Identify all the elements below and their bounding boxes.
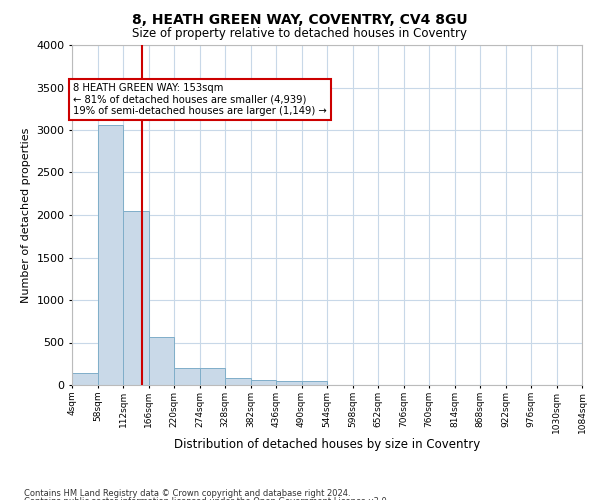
Bar <box>149 338 174 385</box>
Bar <box>251 380 276 385</box>
Bar <box>72 373 97 385</box>
Bar <box>225 378 251 385</box>
Bar <box>276 381 302 385</box>
X-axis label: Distribution of detached houses by size in Coventry: Distribution of detached houses by size … <box>174 438 480 451</box>
Text: Size of property relative to detached houses in Coventry: Size of property relative to detached ho… <box>133 28 467 40</box>
Text: 8 HEATH GREEN WAY: 153sqm
← 81% of detached houses are smaller (4,939)
19% of se: 8 HEATH GREEN WAY: 153sqm ← 81% of detac… <box>73 83 326 116</box>
Bar <box>97 125 123 385</box>
Bar <box>200 368 225 385</box>
Bar <box>123 211 149 385</box>
Text: 8, HEATH GREEN WAY, COVENTRY, CV4 8GU: 8, HEATH GREEN WAY, COVENTRY, CV4 8GU <box>132 12 468 26</box>
Y-axis label: Number of detached properties: Number of detached properties <box>20 128 31 302</box>
Text: Contains HM Land Registry data © Crown copyright and database right 2024.: Contains HM Land Registry data © Crown c… <box>24 488 350 498</box>
Bar <box>302 381 327 385</box>
Bar <box>174 368 199 385</box>
Text: Contains public sector information licensed under the Open Government Licence v3: Contains public sector information licen… <box>24 497 389 500</box>
